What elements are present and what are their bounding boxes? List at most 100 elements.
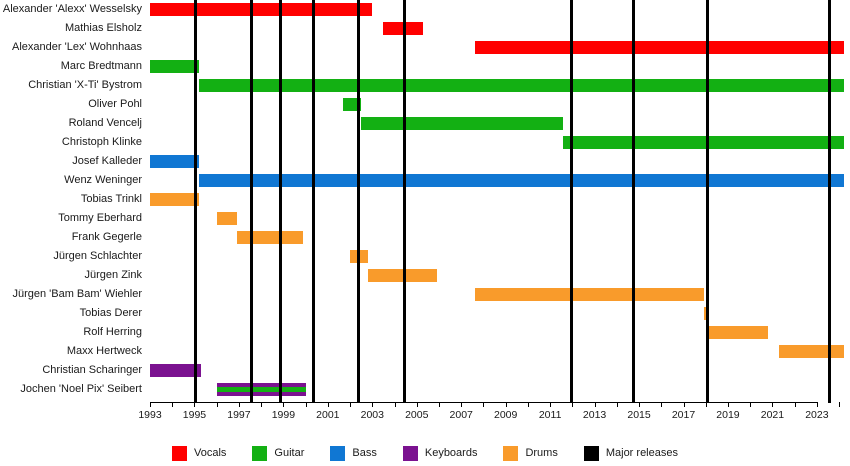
- legend-item-releases: Major releases: [583, 445, 678, 461]
- timeline-bar-vocals: [150, 2, 373, 16]
- major-release-line: [356, 0, 360, 403]
- x-axis-tick: [616, 402, 618, 407]
- member-name-label: Christoph Klinke: [61, 135, 142, 148]
- legend-label: Major releases: [605, 447, 678, 459]
- x-axis-tick: [527, 402, 529, 407]
- legend-swatch-vocals: [172, 445, 187, 461]
- x-axis-tick: [150, 402, 151, 407]
- timeline-bar-drums: [707, 325, 768, 339]
- timeline-bar-bass: [198, 173, 844, 187]
- x-axis-tick: [461, 402, 463, 407]
- major-release-line: [278, 0, 282, 403]
- member-name-label: Maxx Hertweck: [66, 344, 142, 357]
- timeline-plot-area: [150, 0, 844, 403]
- member-name-axis: Alexander 'Alexx' Wesselsky Mathias Elsho…: [0, 0, 146, 400]
- legend-item-drums: Drums: [503, 445, 558, 461]
- x-axis-tick: [483, 402, 485, 407]
- legend-label: Bass: [352, 447, 377, 459]
- x-axis-tick-label: 1997: [227, 409, 251, 421]
- member-name-label: Tommy Eberhard: [58, 211, 142, 224]
- legend-item-guitar: Guitar: [252, 445, 305, 461]
- x-axis-tick-label: 1999: [271, 409, 296, 421]
- major-release-line: [705, 0, 709, 403]
- x-axis-tick: [216, 402, 218, 407]
- x-axis-tick: [172, 402, 174, 407]
- x-axis-tick: [505, 402, 507, 407]
- legend-label: Drums: [525, 447, 558, 459]
- x-axis-tick: [394, 402, 396, 407]
- timeline-bar-keyboards: [150, 363, 202, 377]
- timeline-bar-drums: [367, 268, 437, 282]
- major-release-line: [312, 0, 316, 403]
- major-release-line: [570, 0, 574, 403]
- member-name-label: Alexander 'Alexx' Wesselsky: [2, 2, 142, 15]
- member-name-label: Tobias Trinkl: [80, 192, 142, 205]
- member-name-label: Oliver Pohl: [88, 97, 142, 110]
- legend-swatch-guitar: [252, 445, 268, 461]
- x-axis-tick: [238, 402, 240, 407]
- timeline-bar-guitar: [198, 78, 844, 92]
- major-release-line: [250, 0, 254, 403]
- member-name-label: Alexander 'Lex' Wohnhaas: [12, 40, 142, 53]
- timeline-bar-vocals: [474, 40, 844, 54]
- timeline-bar-vocals: [383, 21, 424, 35]
- timeline-bar-guitar: [563, 135, 844, 149]
- member-name-label: Christian 'X-Ti' Bystrom: [28, 78, 142, 91]
- member-name-label: Tobias Derer: [79, 306, 142, 319]
- x-axis-tick-label: 2011: [538, 409, 562, 421]
- legend-swatch-releases: [583, 445, 599, 461]
- legend-item-bass: Bass: [330, 445, 377, 461]
- x-axis-tick-label: 2007: [449, 409, 473, 421]
- legend-item-vocals: Vocals: [172, 445, 227, 461]
- x-axis-tick: [639, 402, 641, 407]
- x-axis-tick: [416, 402, 418, 407]
- x-axis-tick: [438, 402, 440, 407]
- timeline-bar-guitar: [361, 116, 564, 130]
- legend-item-keyboards: Keyboards: [402, 445, 478, 461]
- major-release-line: [194, 0, 198, 403]
- member-name-label: Mathias Elsholz: [64, 21, 142, 34]
- major-release-line: [828, 0, 831, 403]
- x-axis-tick: [261, 402, 263, 407]
- x-axis-tick: [661, 402, 663, 407]
- x-axis-tick: [327, 402, 329, 407]
- major-release-line: [403, 0, 407, 403]
- member-name-label: Roland Vencelj: [68, 116, 142, 129]
- x-axis-tick: [839, 402, 841, 407]
- member-name-label: Wenz Weninger: [64, 173, 142, 186]
- x-axis-tick-label: 2019: [716, 409, 740, 421]
- x-axis-tick: [372, 402, 374, 407]
- legend-label: Guitar: [274, 447, 305, 459]
- member-name-label: Jürgen Zink: [84, 268, 142, 281]
- x-axis-tick-label: 2023: [805, 409, 829, 421]
- x-axis-tick: [572, 402, 574, 407]
- member-name-label: Josef Kalleder: [72, 154, 142, 167]
- x-axis-tick: [283, 402, 285, 407]
- x-axis-tick: [194, 402, 196, 407]
- x-axis-tick: [305, 402, 307, 407]
- member-name-label: Jürgen 'Bam Bam' Wiehler: [12, 287, 142, 300]
- x-axis-tick: [350, 402, 352, 407]
- x-axis-tick: [750, 402, 752, 407]
- chart-legend: Vocals Guitar Bass Keyboards Drums Major rele…: [0, 440, 850, 466]
- x-axis-tick: [772, 402, 774, 407]
- member-name-label: Rolf Herring: [83, 325, 142, 338]
- x-axis-tick-label: 2017: [671, 409, 696, 421]
- major-release-line: [632, 0, 636, 403]
- timeline-bar-guitar: [216, 386, 306, 392]
- x-axis-tick: [683, 402, 685, 407]
- timeline-bar-bass: [150, 154, 199, 168]
- timeline-bar-guitar: [150, 59, 199, 73]
- timeline-bar-drums: [150, 192, 199, 206]
- x-axis-tick: [794, 402, 796, 407]
- timeline-bar-drums: [216, 211, 237, 225]
- x-axis-tick-label: 2013: [582, 409, 607, 421]
- legend-label: Vocals: [194, 447, 227, 459]
- x-axis-tick-label: 2001: [316, 409, 340, 421]
- member-name-label: Jürgen Schlachter: [53, 249, 142, 262]
- x-axis-tick-label: 2005: [405, 409, 429, 421]
- member-name-label: Jochen 'Noel Pix' Seibert: [20, 382, 142, 395]
- timeline-bar-drums: [236, 230, 304, 244]
- legend-label: Keyboards: [424, 447, 478, 459]
- x-axis-tick: [594, 402, 596, 407]
